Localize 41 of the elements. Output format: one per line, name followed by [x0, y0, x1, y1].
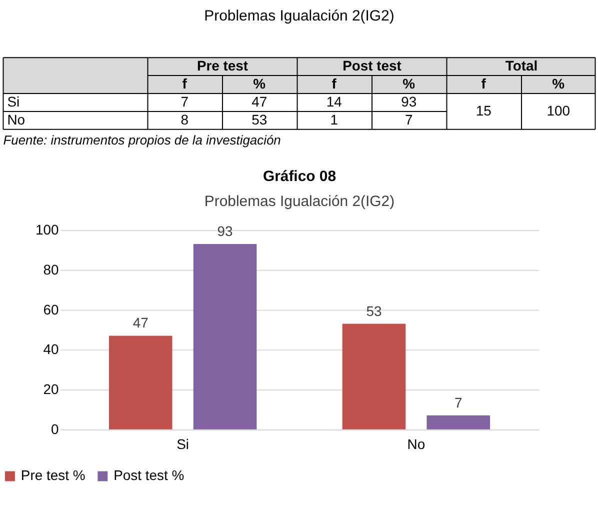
text: 47	[252, 93, 268, 110]
text: Post test	[342, 58, 402, 74]
bar	[193, 244, 257, 430]
text: 53	[252, 111, 268, 128]
data-label: 47	[132, 314, 149, 331]
bar	[108, 336, 172, 430]
text: 100	[546, 102, 570, 118]
text: %	[552, 76, 566, 92]
y-tick-label: 60	[43, 301, 60, 318]
text: Pre test	[196, 58, 248, 74]
bar	[342, 324, 406, 430]
legend-label: Pre test %	[20, 467, 86, 484]
legend-label: Post test %	[114, 467, 184, 484]
text: %	[253, 76, 266, 92]
text: No	[7, 111, 26, 128]
text: Problemas Igualación 2(IG2)	[204, 8, 394, 25]
text: f	[481, 76, 486, 92]
chart-subtitle: Problemas Igualación 2(IG2)	[204, 193, 395, 210]
text: 15	[476, 102, 492, 118]
y-tick-label: 0	[51, 420, 60, 437]
y-tick-label: 40	[43, 341, 60, 358]
text: 93	[401, 93, 417, 110]
text: f	[332, 76, 337, 92]
text: 1	[330, 111, 338, 128]
y-tick-label: 20	[43, 380, 60, 397]
text: 7	[405, 111, 413, 128]
y-tick-label: 100	[36, 222, 60, 238]
source-note: Fuente: instrumentos propios de la investigación	[3, 132, 281, 148]
text: 8	[180, 111, 189, 128]
y-tick-label: 80	[43, 261, 60, 278]
text: %	[402, 76, 416, 92]
data-label: 93	[217, 223, 234, 240]
bar	[426, 415, 490, 430]
data-label: 7	[454, 394, 463, 410]
data-label: 53	[366, 302, 382, 319]
text: f	[182, 76, 188, 92]
text: Total	[505, 58, 538, 74]
text: Si	[7, 93, 20, 110]
text: 14	[326, 93, 342, 110]
text: 7	[180, 93, 189, 110]
chart-title: Gráfico 08	[262, 168, 336, 186]
